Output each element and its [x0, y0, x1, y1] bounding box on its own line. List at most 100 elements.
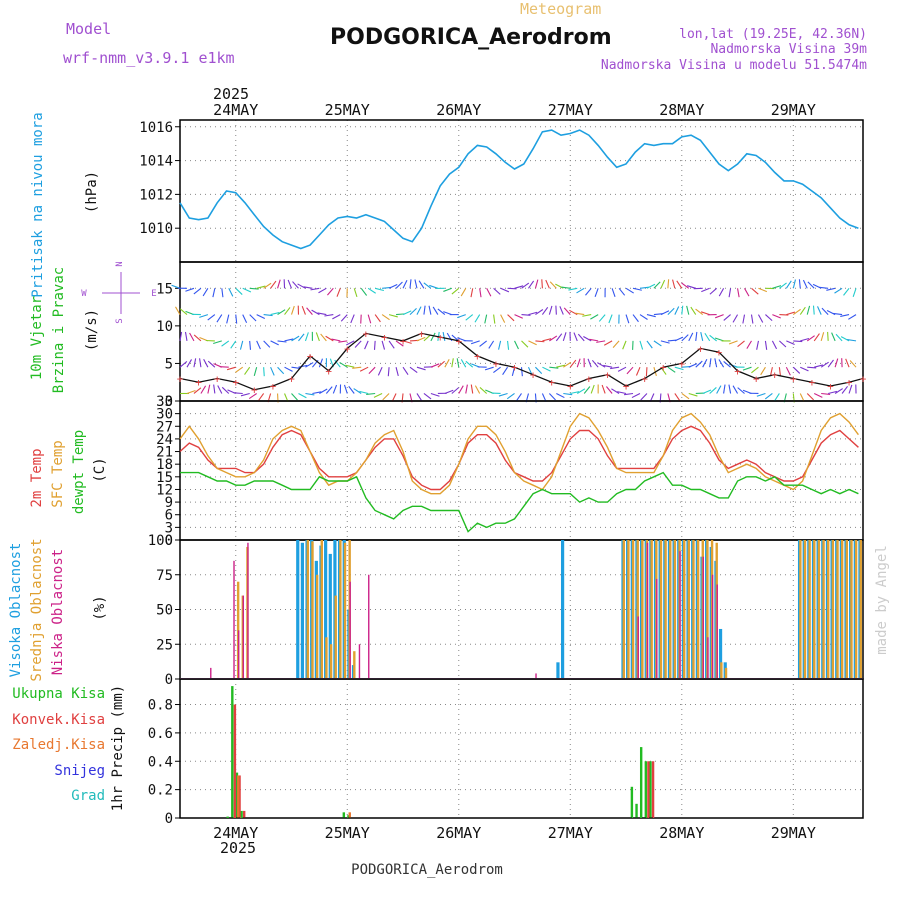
temp-unit: (C) — [92, 457, 108, 482]
low-cloud-bar — [712, 575, 713, 679]
wind-arrow — [240, 341, 242, 350]
wind-arrow — [424, 393, 431, 398]
wind-arrow — [836, 334, 842, 341]
wind-arrow — [250, 315, 256, 321]
wind-arrow — [729, 288, 730, 297]
wind-arrow — [751, 315, 752, 324]
wind-arrow — [626, 315, 629, 324]
ukupna-kisa-bar — [240, 811, 242, 818]
wind-arrow — [316, 332, 319, 340]
wind-arrow — [480, 341, 487, 347]
wind-arrow — [583, 336, 591, 340]
wind-arrow — [632, 393, 640, 397]
y-tick-label: 0.2 — [148, 783, 173, 799]
wind-gust-mark: + — [251, 384, 258, 397]
mid-cloud-bar — [832, 540, 834, 679]
y-tick-label: 0 — [165, 672, 173, 688]
wind-arrow — [606, 386, 612, 393]
precip-legend: Ukupna Kisa Konvek.Kisa Zaledj.Kisa Snij… — [12, 686, 105, 804]
wind-gust-mark: + — [381, 331, 388, 344]
y-tick-label: 33 — [156, 394, 173, 410]
y-tick-label: 0.8 — [148, 698, 173, 714]
wind-arrow — [341, 315, 347, 322]
mid-cloud-bar — [836, 540, 838, 679]
wind-arrow — [361, 288, 366, 295]
wind-arrow — [765, 393, 772, 398]
wind-arrow — [410, 279, 411, 288]
konvek-kisa-bar — [234, 705, 236, 818]
pressure-ylabel: Pritisak na nivou mora — [30, 112, 46, 297]
wind-arrow — [374, 393, 382, 397]
wind-arrow — [410, 367, 417, 372]
wind-arrow — [677, 281, 682, 288]
low-cloud-bar — [656, 579, 657, 679]
wind-arrow — [298, 334, 304, 341]
low-cloud-bar — [679, 551, 680, 679]
wind-arrow — [214, 385, 215, 394]
wind-arrow — [793, 280, 795, 289]
credit-label: made by Angel — [874, 545, 890, 655]
wind-arrow — [452, 358, 453, 367]
footer-station: PODGORICA_Aerodrom — [351, 862, 503, 878]
wind-arrow — [466, 385, 468, 394]
wind-arrow — [326, 336, 334, 341]
wind-arrow — [489, 341, 494, 349]
mid-cloud-bar — [316, 575, 318, 679]
wind-arrow — [522, 367, 523, 376]
panel-frame — [180, 679, 863, 818]
wind-arrow — [285, 367, 293, 371]
compass-w: W — [81, 289, 87, 299]
wind-gust-mark: + — [716, 346, 723, 359]
wind-arrow — [220, 367, 229, 368]
wind-arrow — [327, 288, 333, 295]
ukupna-kisa-bar — [631, 787, 633, 818]
mid-cloud-bar — [335, 596, 337, 679]
wind-arrow — [302, 306, 305, 314]
mid-cloud-bar — [855, 540, 857, 679]
wind-arrow — [258, 393, 263, 400]
mid-cloud-bar — [799, 540, 801, 679]
wind-arrow — [590, 315, 598, 320]
wind-gust-mark: + — [809, 376, 816, 389]
wind-arrow — [710, 358, 711, 367]
wind-arrow — [828, 360, 833, 367]
wind-arrow — [365, 341, 369, 349]
wind-gust-mark: + — [474, 350, 481, 363]
wind-arrow — [623, 341, 626, 349]
legend-grad: Grad — [71, 788, 105, 804]
wind-arrow — [807, 306, 809, 315]
wind-arrow — [231, 341, 236, 348]
model-label: Model — [66, 20, 111, 38]
wind-arrow — [194, 358, 196, 367]
wind-arrow — [613, 341, 619, 348]
wind-gust-mark: + — [363, 327, 370, 340]
mid-cloud-bar — [818, 540, 820, 679]
wind-arrow — [751, 288, 758, 294]
low-cloud-bar — [247, 543, 248, 679]
wind-arrow — [203, 288, 208, 296]
wind-arrow — [508, 341, 509, 350]
wind-arrow — [719, 288, 723, 296]
wind-arrow — [487, 288, 491, 296]
cloud-unit: (%) — [92, 595, 108, 620]
wind-arrow — [546, 280, 550, 288]
y-tick-label: 1014 — [139, 154, 173, 170]
mid-cloud-bar — [632, 540, 634, 679]
wind-arrow — [298, 393, 306, 397]
high-cloud-bar — [301, 543, 304, 679]
wind-arrow — [542, 279, 543, 288]
wind-arrow — [351, 315, 354, 323]
top-day-label: 28MAY — [659, 101, 704, 119]
wind-unit: (m/s) — [84, 309, 100, 351]
wind-arrow — [278, 367, 284, 374]
wind-arrow — [389, 341, 394, 348]
mid-cloud-bar — [850, 540, 852, 679]
wind-arrow — [382, 315, 389, 320]
top-day-label: 25MAY — [325, 101, 370, 119]
wind-ylabel-2: Brzina i Pravac — [51, 267, 67, 393]
wind-arrow — [814, 334, 819, 341]
wind-arrow — [738, 341, 745, 347]
wind-ylabel-1: 10m Vjetar — [29, 296, 45, 380]
wind-arrow — [319, 288, 327, 292]
